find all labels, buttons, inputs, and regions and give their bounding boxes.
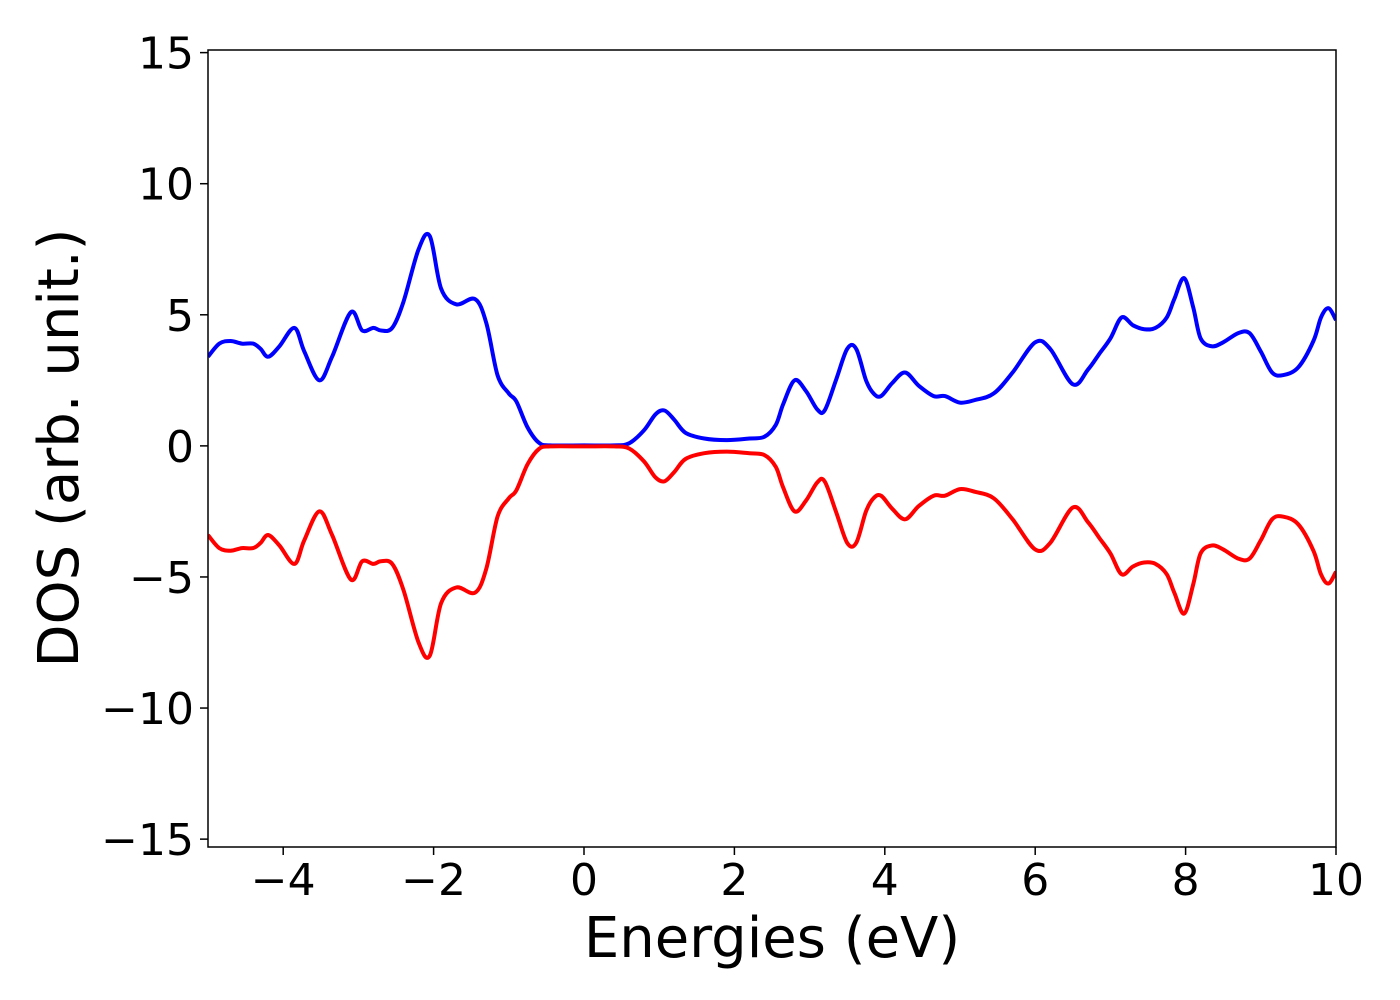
y-tick-label: 5 — [166, 291, 194, 342]
y-axis-title: DOS (arb. unit.) — [27, 228, 92, 667]
x-tick-label: −4 — [251, 855, 316, 906]
x-axis-title: Energies (eV) — [584, 906, 960, 971]
y-axis-ticks: −15 −10 −5 0 5 10 15 — [101, 29, 208, 866]
x-tick-label: 4 — [871, 855, 899, 906]
plot-frame — [207, 49, 1337, 848]
x-tick-label: 6 — [1021, 855, 1049, 906]
x-tick-label: 8 — [1172, 855, 1200, 906]
x-tick-label: 2 — [720, 855, 748, 906]
x-tick-label: 10 — [1308, 855, 1364, 906]
y-tick-label: −10 — [101, 684, 194, 735]
series-layer — [208, 231, 1336, 660]
y-tick-label: −5 — [129, 553, 194, 604]
y-tick-label: 10 — [138, 160, 194, 211]
y-tick-label: 15 — [138, 29, 194, 80]
series-line-0 — [208, 231, 1336, 448]
y-tick-label: −15 — [101, 815, 194, 866]
y-tick-label: 0 — [166, 422, 194, 473]
x-tick-label: −2 — [401, 855, 466, 906]
x-axis-ticks: −4 −2 0 2 4 6 8 10 — [251, 847, 1364, 906]
x-tick-label: 0 — [570, 855, 598, 906]
series-line-1 — [208, 444, 1336, 660]
